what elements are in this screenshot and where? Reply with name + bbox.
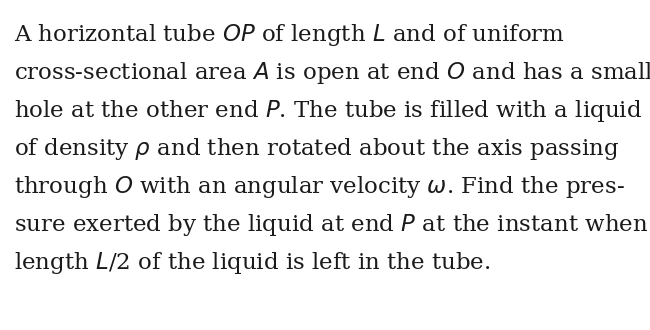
Text: length $\mathit{L}$/2 of the liquid is left in the tube.: length $\mathit{L}$/2 of the liquid is l… <box>14 250 491 276</box>
Text: hole at the other end $\mathit{P}$. The tube is filled with a liquid: hole at the other end $\mathit{P}$. The … <box>14 98 642 124</box>
Text: sure exerted by the liquid at end $\mathit{P}$ at the instant when: sure exerted by the liquid at end $\math… <box>14 212 649 238</box>
Text: A horizontal tube $\mathit{OP}$ of length $\mathit{L}$ and of uniform: A horizontal tube $\mathit{OP}$ of lengt… <box>14 22 565 48</box>
Text: of density $\mathit{\rho}$ and then rotated about the axis passing: of density $\mathit{\rho}$ and then rota… <box>14 136 619 162</box>
Text: cross-sectional area $\mathit{A}$ is open at end $\mathit{O}$ and has a small: cross-sectional area $\mathit{A}$ is ope… <box>14 60 650 86</box>
Text: through $\mathit{O}$ with an angular velocity $\mathit{\omega}$. Find the pres-: through $\mathit{O}$ with an angular vel… <box>14 174 625 200</box>
